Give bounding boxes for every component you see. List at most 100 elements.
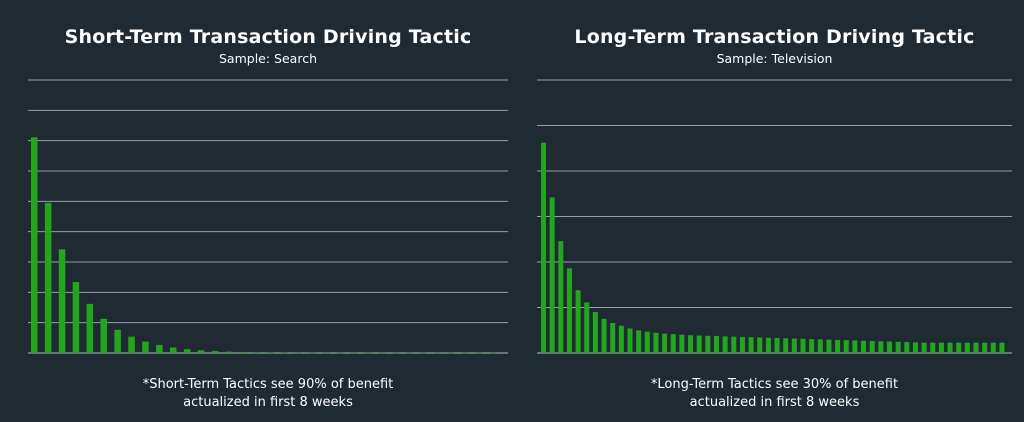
bar	[281, 352, 288, 354]
bar	[670, 334, 676, 353]
bar	[964, 342, 970, 353]
bar	[114, 329, 121, 353]
bar	[309, 352, 316, 354]
bar	[448, 352, 455, 354]
bar	[739, 336, 745, 353]
bar	[826, 339, 832, 353]
bar	[378, 352, 385, 354]
bar	[253, 352, 260, 353]
chart-subtitle: Sample: Search	[219, 51, 317, 66]
bar	[156, 344, 163, 353]
bar	[912, 342, 918, 353]
chart-title: Long-Term Transaction Driving Tactic	[574, 26, 975, 48]
chart-title: Short-Term Transaction Driving Tactic	[64, 26, 472, 48]
bar-chart-long-term	[537, 79, 1012, 354]
bar	[714, 336, 719, 353]
bar	[809, 339, 815, 353]
bar	[636, 330, 642, 353]
bar	[100, 318, 107, 353]
bar	[947, 342, 953, 353]
bar	[434, 352, 441, 354]
bar	[350, 352, 358, 354]
bar	[86, 303, 94, 353]
bar	[601, 318, 607, 353]
bar	[843, 340, 849, 353]
bar	[835, 339, 841, 353]
bar	[688, 335, 694, 353]
bar	[267, 352, 274, 354]
chart-footnote: *Short-Term Tactics see 90% of benefit a…	[28, 376, 508, 412]
bar	[748, 337, 754, 353]
bar	[817, 339, 823, 353]
chart-panel-short-term: Short-Term Transaction Driving Tactic Sa…	[28, 0, 508, 422]
bar	[973, 342, 979, 353]
chart-subtitle: Sample: Television	[716, 51, 833, 66]
bar	[461, 352, 469, 354]
bar	[861, 340, 867, 353]
bar	[142, 341, 149, 353]
bar	[225, 351, 233, 353]
bar	[644, 331, 650, 353]
bar	[895, 341, 901, 353]
bar	[930, 342, 936, 353]
bar	[541, 142, 546, 353]
bar	[990, 342, 996, 353]
bar	[627, 328, 633, 353]
bar	[183, 349, 191, 353]
bar	[549, 197, 555, 353]
bar	[295, 352, 302, 354]
bar	[705, 335, 711, 353]
bar	[128, 336, 135, 353]
bar	[956, 342, 962, 353]
bar	[211, 351, 219, 353]
bar	[31, 137, 38, 353]
footnote-line-2: actualized in first 8 weeks	[183, 395, 353, 410]
bar	[364, 352, 372, 354]
bar	[584, 302, 590, 353]
footnote-line-1: *Long-Term Tactics see 30% of benefit	[650, 377, 899, 392]
bar	[921, 342, 927, 353]
bar	[869, 340, 875, 353]
bar	[170, 347, 177, 353]
bar	[475, 352, 483, 354]
bar	[878, 341, 884, 353]
bar	[239, 352, 246, 353]
bar	[722, 336, 728, 353]
bar	[800, 338, 806, 353]
bar	[783, 338, 789, 353]
bar	[558, 241, 564, 353]
bar	[58, 249, 66, 353]
bar	[887, 341, 892, 353]
bar	[757, 337, 763, 353]
bar	[406, 352, 413, 354]
bar	[592, 312, 598, 353]
bar	[765, 337, 771, 353]
bar	[44, 202, 52, 353]
bar	[938, 342, 944, 353]
bar	[982, 342, 988, 353]
bar	[197, 350, 205, 353]
bar	[731, 336, 737, 353]
bar	[322, 352, 330, 354]
footnote-line-2: actualized in first 8 weeks	[689, 395, 860, 410]
bar	[791, 338, 797, 353]
bar	[662, 333, 668, 353]
bar	[696, 335, 702, 353]
bar	[489, 352, 497, 354]
chart-panel-long-term: Long-Term Transaction Driving Tactic Sam…	[537, 0, 1012, 422]
bar	[852, 340, 858, 353]
bar	[575, 290, 581, 353]
bar	[72, 282, 80, 353]
bar	[774, 337, 780, 353]
chart-footnote: *Long-Term Tactics see 30% of benefit ac…	[537, 376, 1012, 412]
bar-chart-short-term	[28, 79, 508, 354]
bar	[566, 268, 572, 353]
bar	[420, 352, 427, 354]
bar	[999, 342, 1005, 353]
bar	[610, 322, 616, 353]
bar	[679, 334, 685, 353]
bar	[336, 352, 344, 354]
bar	[392, 352, 399, 354]
bar	[618, 325, 624, 353]
bar	[904, 342, 910, 353]
